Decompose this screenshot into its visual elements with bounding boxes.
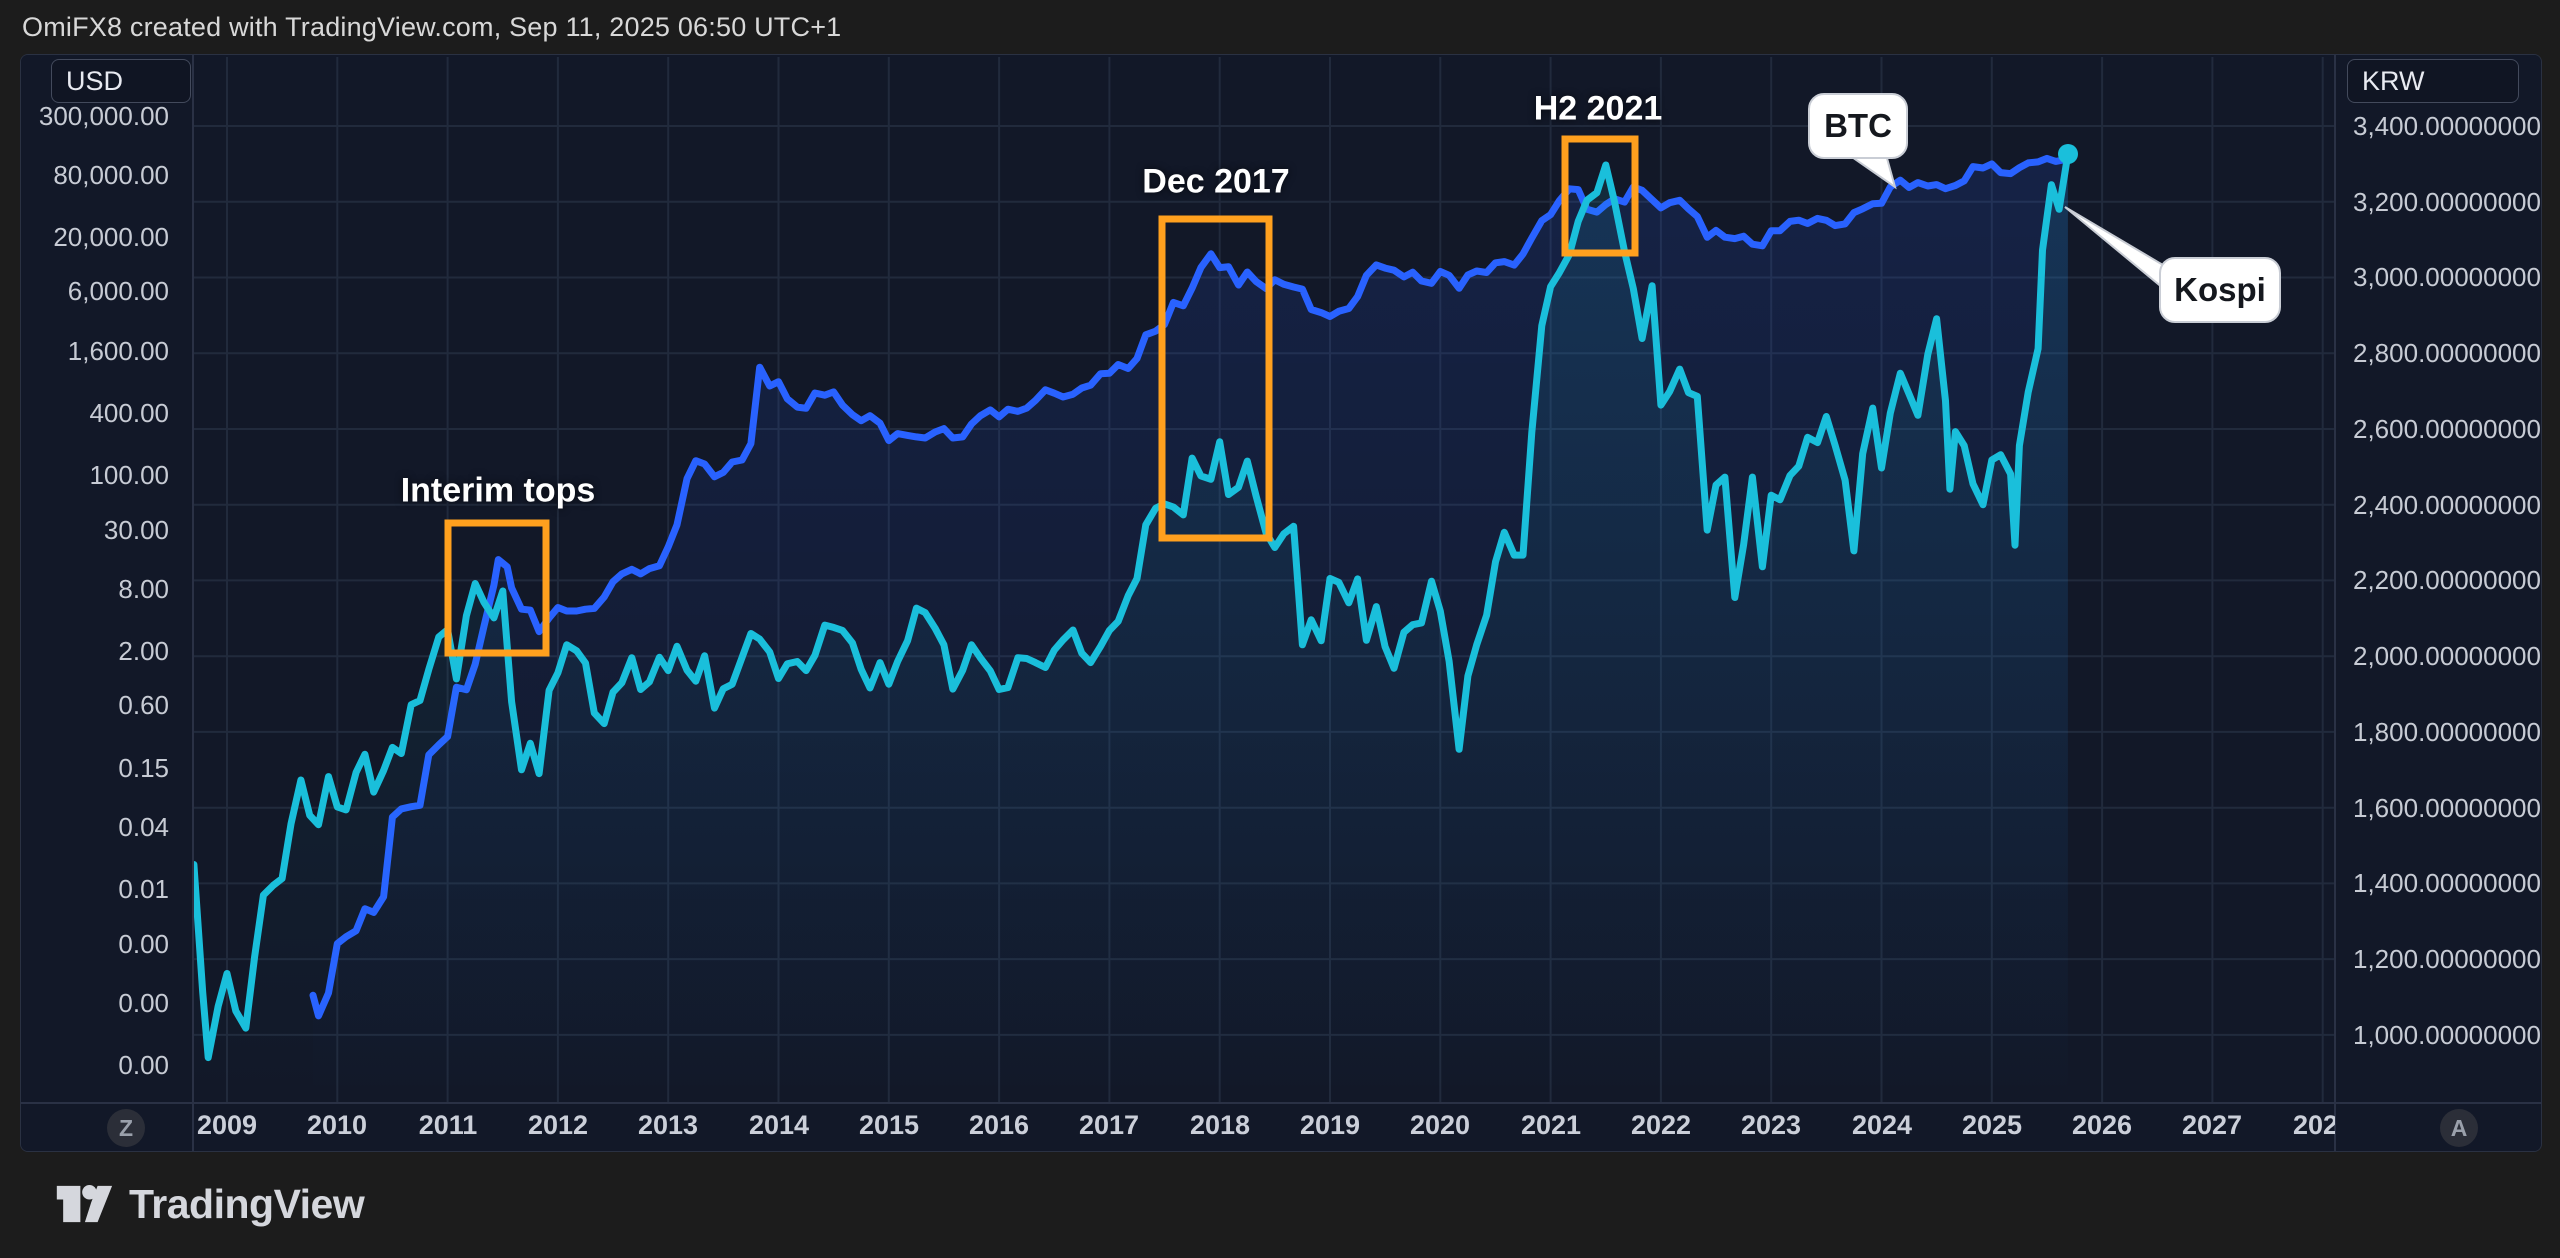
left-axis-label: 1,600.00 bbox=[67, 336, 169, 366]
year-label-2019: 2019 bbox=[1299, 1110, 1361, 1140]
usd-scale-button[interactable]: USD bbox=[51, 59, 191, 103]
kospi-callout-bubble[interactable]: Kospi bbox=[2159, 257, 2281, 323]
kospi-area bbox=[193, 154, 2068, 1103]
tradingview-wordmark: TradingView bbox=[129, 1180, 365, 1227]
year-label-2021: 2021 bbox=[1520, 1110, 1582, 1140]
chart-widget: 300,000.00 80,000.00 20,000.00 6,000.00 1,60… bbox=[20, 54, 2542, 1152]
right-axis-label: 2,800.00000000 bbox=[2353, 338, 2541, 368]
right-axis-label: 1,600.00000000 bbox=[2353, 793, 2541, 823]
left-axis-label: 80,000.00 bbox=[53, 160, 169, 190]
left-axis-label: 0.00 bbox=[118, 1050, 169, 1080]
left-axis-label: 300,000.00 bbox=[38, 101, 169, 131]
timezone-button[interactable]: Z bbox=[107, 1109, 145, 1147]
btc-callout-bubble[interactable]: BTC bbox=[1808, 93, 1908, 159]
left-price-axis[interactable]: 300,000.00 80,000.00 20,000.00 6,000.00 1,60… bbox=[21, 55, 171, 1103]
right-axis-label: 1,800.00000000 bbox=[2353, 717, 2541, 747]
year-label-2016: 2016 bbox=[968, 1110, 1030, 1140]
left-axis-label: 0.00 bbox=[118, 988, 169, 1018]
right-axis-label: 1,000.00000000 bbox=[2353, 1020, 2541, 1050]
krw-scale-button[interactable]: KRW bbox=[2347, 59, 2519, 103]
left-axis-label: 6,000.00 bbox=[67, 276, 169, 306]
right-axis-label: 2,200.00000000 bbox=[2353, 565, 2541, 595]
annotation-h2-2021: H2 2021 bbox=[1533, 89, 1663, 128]
year-label-2010: 2010 bbox=[306, 1110, 368, 1140]
right-axis-label: 3,400.00000000 bbox=[2353, 111, 2541, 141]
right-axis-label: 2,400.00000000 bbox=[2353, 490, 2541, 520]
annotation-dec-2017: Dec 2017 bbox=[1142, 162, 1290, 201]
btc-line bbox=[309, 154, 2072, 1020]
right-axis-label: 2,600.00000000 bbox=[2353, 414, 2541, 444]
kospi-line bbox=[193, 150, 2072, 1062]
year-label-2017: 2017 bbox=[1078, 1110, 1140, 1140]
tradingview-attribution[interactable]: TradingView bbox=[55, 1180, 365, 1228]
left-axis-label: 0.60 bbox=[118, 690, 169, 720]
right-axis-label: 1,400.00000000 bbox=[2353, 868, 2541, 898]
highlight-box-dec-2017[interactable] bbox=[1158, 215, 1273, 542]
year-label-2013: 2013 bbox=[637, 1110, 699, 1140]
kospi-end-dot bbox=[2058, 144, 2078, 164]
year-label-2011: 2011 bbox=[418, 1110, 478, 1140]
right-price-axis[interactable]: 3,400.00000000 3,200.00000000 3,000.000000… bbox=[2353, 55, 2541, 1103]
year-label-2025: 2025 bbox=[1961, 1110, 2023, 1140]
time-axis[interactable]: 2009 2010 2011 2012 2013 2014 2015 2016 2017 2018… bbox=[193, 1103, 2335, 1149]
year-label-2012: 2012 bbox=[527, 1110, 589, 1140]
page-title: OmiFX8 created with TradingView.com, Sep… bbox=[22, 12, 842, 42]
left-axis-label: 100.00 bbox=[89, 460, 169, 490]
auto-scale-button[interactable]: A bbox=[2440, 1109, 2478, 1147]
left-axis-label: 0.01 bbox=[118, 874, 169, 904]
left-axis-label: 0.00 bbox=[118, 929, 169, 959]
year-label-2015: 2015 bbox=[858, 1110, 920, 1140]
highlight-box-h2-2021[interactable] bbox=[1561, 135, 1639, 257]
year-label-2009: 2009 bbox=[196, 1110, 258, 1140]
year-label-2028: 2028 bbox=[2292, 1110, 2335, 1140]
year-label-2026: 2026 bbox=[2071, 1110, 2133, 1140]
left-axis-label: 0.15 bbox=[118, 753, 169, 783]
year-label-2018: 2018 bbox=[1189, 1110, 1251, 1140]
highlight-box-interim-tops[interactable] bbox=[444, 519, 550, 657]
chart-plot-area[interactable] bbox=[21, 55, 2541, 1151]
year-label-2024: 2024 bbox=[1851, 1110, 1913, 1140]
year-label-2020: 2020 bbox=[1409, 1110, 1471, 1140]
year-label-2022: 2022 bbox=[1630, 1110, 1692, 1140]
tradingview-logo-icon bbox=[56, 1184, 113, 1223]
annotation-interim-tops: Interim tops bbox=[400, 471, 596, 510]
right-axis-label: 3,200.00000000 bbox=[2353, 187, 2541, 217]
left-axis-label: 30.00 bbox=[103, 515, 169, 545]
left-axis-label: 20,000.00 bbox=[53, 222, 169, 252]
pane-separators bbox=[21, 55, 2541, 1151]
year-label-2027: 2027 bbox=[2181, 1110, 2243, 1140]
year-label-2023: 2023 bbox=[1740, 1110, 1802, 1140]
year-label-2014: 2014 bbox=[748, 1110, 810, 1140]
right-axis-label: 3,000.00000000 bbox=[2353, 262, 2541, 292]
left-axis-label: 400.00 bbox=[89, 398, 169, 428]
left-axis-label: 8.00 bbox=[118, 574, 169, 604]
right-axis-label: 1,200.00000000 bbox=[2353, 944, 2541, 974]
left-axis-label: 0.04 bbox=[118, 812, 169, 842]
left-axis-label: 2.00 bbox=[118, 636, 169, 666]
right-axis-label: 2,000.00000000 bbox=[2353, 641, 2541, 671]
